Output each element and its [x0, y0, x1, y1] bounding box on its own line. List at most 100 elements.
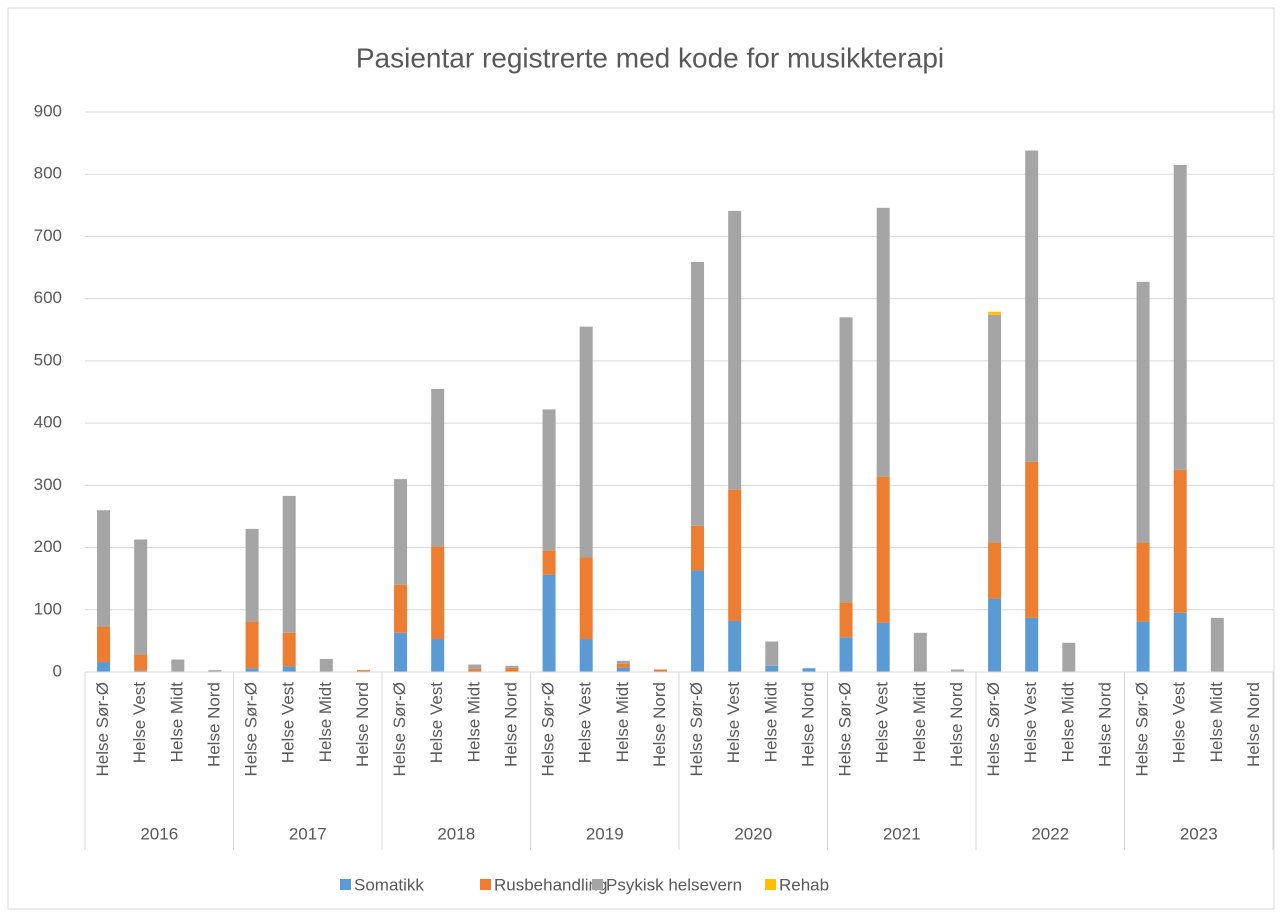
y-tick-label: 100	[34, 599, 62, 618]
bar-segment	[876, 622, 890, 672]
legend-label: Somatikk	[354, 875, 424, 894]
bar-segment	[839, 317, 853, 603]
bar-segment	[1173, 469, 1187, 613]
bar-segment	[431, 388, 445, 547]
bar-segment	[950, 669, 964, 672]
bar-segment	[691, 570, 705, 672]
x-tick-label: Helse Sør-Ø	[539, 682, 558, 776]
bar-segment	[1025, 461, 1039, 618]
legend-swatch	[592, 879, 603, 890]
x-tick-label: Helse Vest	[1021, 682, 1040, 764]
x-tick-label: Helse Vest	[724, 682, 743, 764]
bar-segment	[802, 668, 816, 672]
legend-swatch	[340, 879, 351, 890]
bar-segment	[505, 665, 519, 668]
bar-segment	[134, 654, 148, 671]
x-tick-label: Helse Sør-Ø	[984, 682, 1003, 776]
bar-segment	[431, 639, 445, 672]
x-tick-label: Helse Vest	[130, 682, 149, 764]
group-label: 2018	[437, 824, 475, 843]
bar-segment	[1136, 542, 1150, 622]
bar-segment	[913, 632, 927, 672]
bar-segment	[579, 326, 593, 558]
bar-segment	[839, 637, 853, 672]
y-tick-label: 600	[34, 288, 62, 307]
bar-segment	[505, 667, 519, 672]
x-tick-label: Helse Nord	[204, 682, 223, 767]
bar-segment	[468, 668, 482, 672]
group-label: 2022	[1031, 824, 1069, 843]
bar-segment	[134, 670, 148, 672]
bar-segment	[394, 632, 408, 672]
bar-segment	[579, 639, 593, 672]
x-tick-label: Helse Midt	[1207, 682, 1226, 763]
x-tick-label: Helse Midt	[1058, 682, 1077, 763]
x-tick-label: Helse Vest	[1170, 682, 1189, 764]
bar-segment	[282, 666, 296, 672]
x-tick-label: Helse Nord	[353, 682, 372, 767]
bar-segment	[394, 584, 408, 633]
bar-segment	[765, 665, 779, 672]
group-label: 2016	[140, 824, 178, 843]
bar-segment	[97, 510, 111, 627]
bar-segment	[542, 409, 556, 551]
y-tick-label: 700	[34, 226, 62, 245]
bar-segment	[1025, 617, 1039, 672]
chart-title: Pasientar registrerte med kode for musik…	[356, 42, 944, 73]
x-tick-label: Helse Vest	[427, 682, 446, 764]
chart-frame	[7, 7, 1275, 910]
bar-segment	[1136, 281, 1150, 543]
bar-segment	[97, 662, 111, 672]
bar-segment	[839, 602, 853, 638]
bar-segment	[616, 660, 630, 664]
legend-label: Rehab	[779, 875, 829, 894]
bar-segment	[616, 667, 630, 672]
bar-segment	[245, 668, 259, 672]
bar-segment	[282, 495, 296, 633]
x-tick-label: Helse Midt	[761, 682, 780, 763]
bar-segment	[988, 311, 1002, 315]
bar-segment	[394, 479, 408, 585]
bar-segment	[988, 314, 1002, 543]
bar-segment	[282, 632, 296, 667]
bar-segment	[1210, 617, 1224, 672]
x-tick-label: Helse Nord	[501, 682, 520, 767]
x-tick-label: Helse Nord	[1095, 682, 1114, 767]
x-tick-label: Helse Midt	[910, 682, 929, 763]
y-tick-label: 400	[34, 413, 62, 432]
x-tick-label: Helse Vest	[576, 682, 595, 764]
bar-segment	[728, 620, 742, 672]
bar-segment	[691, 525, 705, 571]
bar-segment	[97, 626, 111, 663]
bar-segment	[468, 664, 482, 669]
bar-segment	[245, 621, 259, 669]
bar-segment	[728, 489, 742, 621]
bar-segment	[765, 641, 779, 666]
bar-segment	[1025, 150, 1039, 462]
x-tick-label: Helse Sør-Ø	[93, 682, 112, 776]
x-tick-label: Helse Midt	[464, 682, 483, 763]
x-tick-label: Helse Nord	[650, 682, 669, 767]
x-tick-label: Helse Nord	[1244, 682, 1263, 767]
x-tick-label: Helse Sør-Ø	[242, 682, 261, 776]
bar-segment	[1173, 164, 1187, 470]
y-tick-label: 800	[34, 164, 62, 183]
bar-segment	[542, 574, 556, 672]
x-tick-label: Helse Nord	[798, 682, 817, 767]
x-tick-label: Helse Vest	[873, 682, 892, 764]
x-tick-label: Helse Sør-Ø	[1133, 682, 1152, 776]
bar-segment	[728, 210, 742, 490]
group-label: 2020	[734, 824, 772, 843]
x-tick-label: Helse Vest	[279, 682, 298, 764]
bar-segment	[988, 598, 1002, 672]
group-label: 2023	[1180, 824, 1218, 843]
bar-segment	[356, 670, 370, 672]
y-tick-label: 0	[53, 661, 62, 680]
bar-segment	[208, 670, 222, 672]
legend-swatch	[765, 879, 776, 890]
group-label: 2021	[883, 824, 921, 843]
bar-segment	[876, 207, 890, 477]
bar-segment	[691, 261, 705, 526]
bar-segment	[988, 542, 1002, 599]
x-tick-label: Helse Midt	[613, 682, 632, 763]
